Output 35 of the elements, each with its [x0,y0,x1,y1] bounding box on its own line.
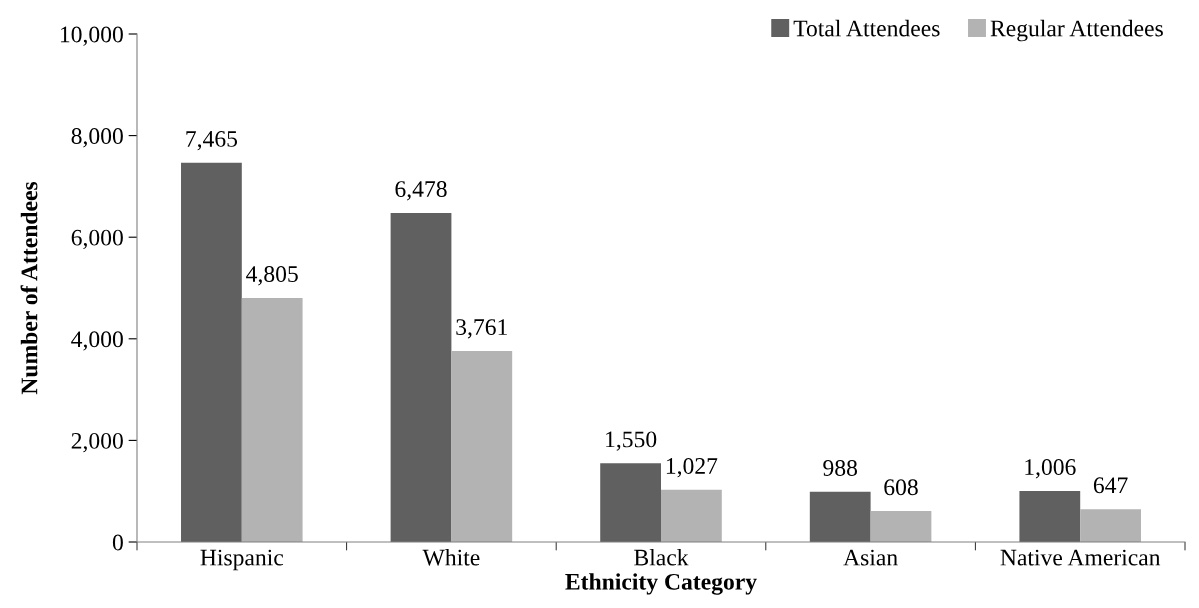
data-label: 7,465 [186,131,238,151]
data-label: 6,478 [395,181,447,201]
bar [451,350,513,542]
bar [870,511,932,542]
data-label: 4,805 [246,266,298,286]
bar [390,212,452,542]
bar [241,297,303,542]
bar [661,489,722,542]
bar [1080,509,1141,542]
data-label: 3,761 [456,319,507,339]
bar [181,162,242,542]
legend-label: Total Attendees [793,19,940,37]
y-axis-title: Number of Attendees [20,181,38,395]
data-label: 1,006 [1025,459,1076,479]
legend-label: Regular Attendees [990,19,1163,42]
data-label: 1,027 [666,457,718,478]
y-tick-label: 4,000 [71,331,123,351]
x-tick-label: Asian [843,549,898,566]
x-tick-label: Native American [1000,549,1161,566]
y-tick-label: 2,000 [71,432,123,453]
data-label: 647 [1093,477,1128,494]
bar [1019,490,1081,542]
bar [600,463,661,542]
y-tick-label: 8,000 [71,128,123,148]
y-tick-label: 6,000 [71,229,123,250]
y-tick-label: 0 [112,534,123,551]
data-label: 608 [884,479,918,496]
x-tick-label: Black [634,548,689,566]
data-label: 1,550 [606,431,657,451]
data-label: 988 [823,459,858,476]
x-tick-label: Hispanic [200,549,284,571]
x-axis-title: Ethnicity Category [565,573,757,595]
y-tick-label: 10,000 [60,26,123,46]
x-tick-label: White [422,548,480,566]
bar [809,491,871,542]
